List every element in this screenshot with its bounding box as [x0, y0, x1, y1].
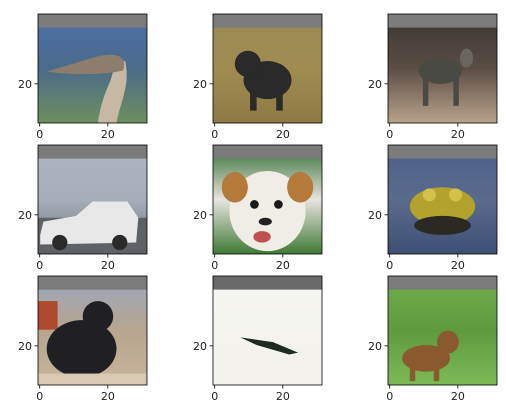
panel-image — [213, 276, 322, 385]
x-tick-label: 20 — [276, 390, 290, 403]
panel-top-band — [213, 145, 322, 159]
panel-frame — [387, 144, 498, 255]
image-panel: 0 20 20 — [368, 13, 498, 141]
x-tick-label: 20 — [451, 259, 465, 272]
x-tick-label: 0 — [386, 259, 393, 272]
x-tick-label: 20 — [276, 259, 290, 272]
x-tick-label: 20 — [276, 128, 290, 141]
y-tick-label: 20 — [193, 78, 207, 91]
panel-top-band — [213, 14, 322, 28]
image-panel: 0 20 20 — [368, 275, 498, 403]
panel-top-band — [38, 14, 147, 28]
image-panel: 0 20 20 — [193, 13, 323, 141]
x-tick-label: 20 — [101, 390, 115, 403]
x-tick-label: 20 — [101, 128, 115, 141]
panel-frame — [212, 144, 323, 255]
y-tick-label: 20 — [18, 209, 32, 222]
x-tick-label: 20 — [451, 128, 465, 141]
image-panel: 0 20 20 — [193, 144, 323, 272]
y-tick-label: 20 — [18, 340, 32, 353]
x-tick-label: 0 — [386, 390, 393, 403]
y-tick-label: 20 — [18, 78, 32, 91]
panel-image — [388, 276, 497, 385]
image-panel: 0 20 20 — [368, 144, 498, 272]
x-tick-label: 0 — [386, 128, 393, 141]
y-tick-label: 20 — [368, 209, 382, 222]
x-tick-label: 0 — [36, 128, 43, 141]
x-tick-label: 20 — [451, 390, 465, 403]
panel-top-band — [388, 145, 497, 159]
y-tick-label: 20 — [368, 340, 382, 353]
panel-top-band — [388, 14, 497, 28]
panel-top-band — [213, 276, 322, 290]
panel-top-band — [38, 276, 147, 290]
image-panel: 0 20 20 — [193, 275, 323, 403]
x-tick-label: 20 — [101, 259, 115, 272]
panel-top-band — [388, 276, 497, 290]
image-panel: 0 20 20 — [18, 13, 148, 141]
panel-frame — [387, 13, 498, 124]
panel-frame — [37, 275, 148, 386]
x-tick-label: 0 — [36, 259, 43, 272]
panel-frame — [37, 13, 148, 124]
y-tick-label: 20 — [368, 78, 382, 91]
y-tick-label: 20 — [193, 340, 207, 353]
panel-top-band — [38, 145, 147, 159]
x-tick-label: 0 — [36, 390, 43, 403]
image-panel: 0 20 20 — [18, 275, 148, 403]
panel-frame — [212, 275, 323, 386]
x-tick-label: 0 — [211, 259, 218, 272]
y-tick-label: 20 — [193, 209, 207, 222]
panel-frame — [212, 13, 323, 124]
panel-frame — [37, 144, 148, 255]
image-panel: 0 20 20 — [18, 144, 148, 272]
x-tick-label: 0 — [211, 390, 218, 403]
panel-frame — [387, 275, 498, 386]
x-tick-label: 0 — [211, 128, 218, 141]
